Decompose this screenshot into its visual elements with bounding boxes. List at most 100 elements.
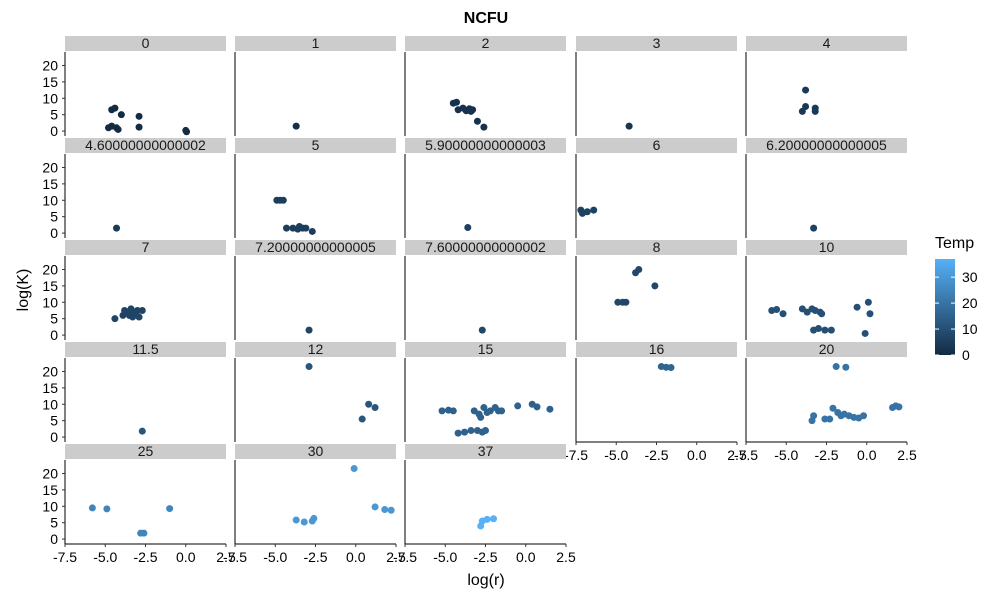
data-point — [498, 407, 506, 415]
facet-strip-label: 10 — [819, 239, 835, 255]
facet-strip — [65, 444, 226, 459]
data-point — [622, 298, 630, 306]
x-tick-label: -2.5 — [133, 549, 157, 565]
facet-panel: 2 — [404, 35, 566, 136]
y-tick-label: 10 — [42, 90, 58, 106]
data-point — [827, 326, 835, 334]
data-point — [114, 125, 122, 133]
color-legend: Temp 0 10 20 30 — [935, 235, 978, 363]
facet-panel: 3 — [575, 35, 737, 136]
data-point — [514, 402, 522, 410]
facet-strip — [746, 138, 907, 153]
facet-strip — [746, 240, 907, 255]
x-tick-label: -5.0 — [263, 549, 287, 565]
facet-strip-label: 6.20000000000005 — [766, 137, 887, 153]
facet-strip-label: 37 — [478, 443, 494, 459]
facet-strip — [405, 240, 566, 255]
data-point — [111, 315, 119, 323]
facet-panel: 7.60000000000002 — [404, 239, 566, 340]
data-point — [779, 310, 787, 318]
data-point — [829, 404, 837, 412]
y-tick-label: 5 — [50, 515, 58, 531]
data-point — [802, 86, 810, 94]
data-point — [300, 518, 308, 526]
data-point — [381, 506, 389, 514]
data-point — [651, 282, 659, 290]
facet-strip — [576, 138, 737, 153]
facet-panel: 6 — [575, 137, 737, 238]
x-tick-label: -7.5 — [564, 447, 588, 463]
data-point — [305, 363, 313, 371]
data-point — [438, 407, 446, 415]
x-tick-label: 2.5 — [386, 549, 406, 565]
facet-strip-label: 7.20000000000005 — [255, 239, 376, 255]
x-tick-label: -2.5 — [814, 447, 838, 463]
data-point — [358, 415, 366, 423]
facet-strip — [235, 444, 396, 459]
y-tick-label: 5 — [50, 107, 58, 123]
x-tick-label: 0.0 — [516, 549, 536, 565]
facet-panel: 7.20000000000005 — [234, 239, 396, 340]
legend-ticks: 0 10 20 30 — [935, 269, 978, 363]
data-point — [798, 107, 806, 115]
facet-strip-label: 11.5 — [132, 341, 158, 357]
facet-panel: 6.20000000000005 — [745, 137, 907, 238]
data-point — [814, 325, 822, 333]
legend-tick-label: 0 — [962, 347, 970, 363]
data-point — [453, 98, 461, 106]
facet-strip — [576, 342, 737, 357]
y-tick-label: 0 — [50, 327, 58, 343]
y-tick-label: 5 — [50, 209, 58, 225]
y-tick-label: 20 — [42, 57, 58, 73]
data-point — [350, 465, 358, 473]
data-point — [135, 123, 143, 131]
data-point — [140, 529, 148, 537]
data-point — [88, 504, 96, 512]
data-point — [467, 427, 475, 435]
data-point — [483, 515, 491, 523]
facet-strip — [235, 342, 396, 357]
facet-strip-label: 4 — [823, 35, 831, 51]
data-point — [464, 224, 472, 232]
data-point — [166, 505, 174, 513]
x-tick-label: 2.5 — [556, 549, 576, 565]
data-point — [810, 224, 818, 232]
facet-strip-label: 7 — [142, 239, 150, 255]
facet-strip-label: 30 — [308, 443, 324, 459]
y-tick-label: 10 — [42, 498, 58, 514]
facet-strip — [65, 36, 226, 51]
facet-strip — [405, 342, 566, 357]
x-tick-label: 2.5 — [216, 549, 236, 565]
facet-panel: 5 — [234, 137, 396, 238]
data-point — [667, 364, 675, 372]
data-point — [853, 303, 861, 311]
chart-title: NCFU — [464, 10, 508, 27]
facet-panel: 1 — [234, 35, 396, 136]
data-point — [861, 329, 869, 337]
data-point — [387, 506, 395, 514]
x-tick-label: -7.5 — [53, 549, 77, 565]
facet-strip — [235, 138, 396, 153]
legend-colorbar — [935, 259, 955, 355]
facet-strip-label: 5.90000000000003 — [425, 137, 546, 153]
facet-panel: 4 — [745, 35, 907, 136]
data-point — [135, 313, 143, 321]
data-point — [490, 515, 498, 523]
data-point — [183, 128, 191, 136]
data-point — [625, 122, 633, 130]
data-point — [477, 413, 485, 421]
legend-title: Temp — [935, 235, 974, 252]
x-tick-label: -2.5 — [644, 447, 668, 463]
facet-strip-label: 25 — [138, 443, 154, 459]
x-tick-label: -2.5 — [473, 549, 497, 565]
facet-panel: 8 — [575, 239, 737, 340]
y-tick-label: 15 — [42, 74, 58, 90]
data-point — [821, 326, 829, 334]
x-tick-label: -7.5 — [393, 549, 417, 565]
data-point — [635, 265, 643, 273]
facet-strip-label: 8 — [653, 239, 661, 255]
data-point — [113, 224, 121, 232]
